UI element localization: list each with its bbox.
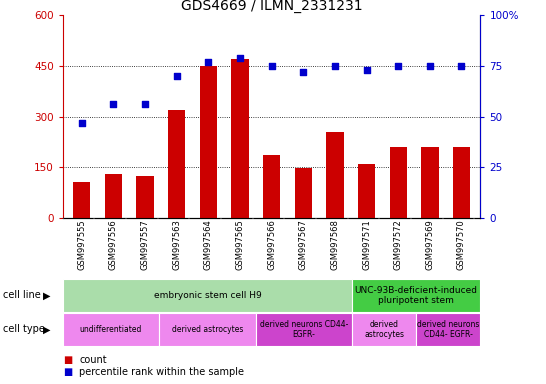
Text: GSM997570: GSM997570 <box>457 220 466 270</box>
Bar <box>105 174 122 218</box>
Text: GSM997555: GSM997555 <box>78 220 86 270</box>
Bar <box>352 279 480 312</box>
Bar <box>256 313 352 346</box>
Text: GSM997557: GSM997557 <box>140 220 150 270</box>
Text: cell type: cell type <box>3 324 45 334</box>
Point <box>141 101 150 108</box>
Text: GSM997563: GSM997563 <box>172 220 181 270</box>
Bar <box>416 313 480 346</box>
Bar <box>200 66 217 218</box>
Bar <box>168 110 186 218</box>
Bar <box>73 182 91 218</box>
Bar <box>352 313 416 346</box>
Bar <box>358 164 375 218</box>
Bar <box>326 132 343 218</box>
Text: GSM997566: GSM997566 <box>267 220 276 270</box>
Bar <box>389 147 407 218</box>
Text: derived astrocytes: derived astrocytes <box>171 325 243 334</box>
Text: UNC-93B-deficient-induced
pluripotent stem: UNC-93B-deficient-induced pluripotent st… <box>355 286 478 305</box>
Point <box>299 69 307 75</box>
Point <box>457 63 466 69</box>
Text: cell line: cell line <box>3 290 40 301</box>
Text: embryonic stem cell H9: embryonic stem cell H9 <box>153 291 261 300</box>
Text: GSM997567: GSM997567 <box>299 220 308 270</box>
Text: ■: ■ <box>63 355 72 365</box>
Text: undifferentiated: undifferentiated <box>80 325 142 334</box>
Bar <box>263 156 280 218</box>
Title: GDS4669 / ILMN_2331231: GDS4669 / ILMN_2331231 <box>181 0 363 13</box>
Bar <box>295 168 312 218</box>
Text: ▶: ▶ <box>43 324 50 334</box>
Text: GSM997564: GSM997564 <box>204 220 213 270</box>
Text: percentile rank within the sample: percentile rank within the sample <box>79 367 244 377</box>
Point <box>394 63 402 69</box>
Bar <box>421 147 438 218</box>
Text: GSM997569: GSM997569 <box>425 220 435 270</box>
Text: GSM997572: GSM997572 <box>394 220 403 270</box>
Point <box>78 119 86 126</box>
Text: GSM997556: GSM997556 <box>109 220 118 270</box>
Bar <box>453 147 470 218</box>
Point <box>204 59 213 65</box>
Text: GSM997571: GSM997571 <box>362 220 371 270</box>
Text: derived neurons
CD44- EGFR-: derived neurons CD44- EGFR- <box>417 319 479 339</box>
Text: GSM997565: GSM997565 <box>235 220 245 270</box>
Point <box>268 63 276 69</box>
Point <box>330 63 339 69</box>
Bar <box>159 313 256 346</box>
Text: GSM997568: GSM997568 <box>330 220 340 270</box>
Text: derived
astrocytes: derived astrocytes <box>364 319 404 339</box>
Point <box>425 63 434 69</box>
Point <box>109 101 118 108</box>
Text: derived neurons CD44-
EGFR-: derived neurons CD44- EGFR- <box>259 319 348 339</box>
Text: ■: ■ <box>63 367 72 377</box>
Bar <box>232 59 248 218</box>
Text: count: count <box>79 355 107 365</box>
Point <box>173 73 181 79</box>
Text: ▶: ▶ <box>43 290 50 301</box>
Point <box>362 67 371 73</box>
Bar <box>63 313 159 346</box>
Bar <box>136 175 154 218</box>
Point <box>236 55 245 61</box>
Bar <box>63 279 352 312</box>
